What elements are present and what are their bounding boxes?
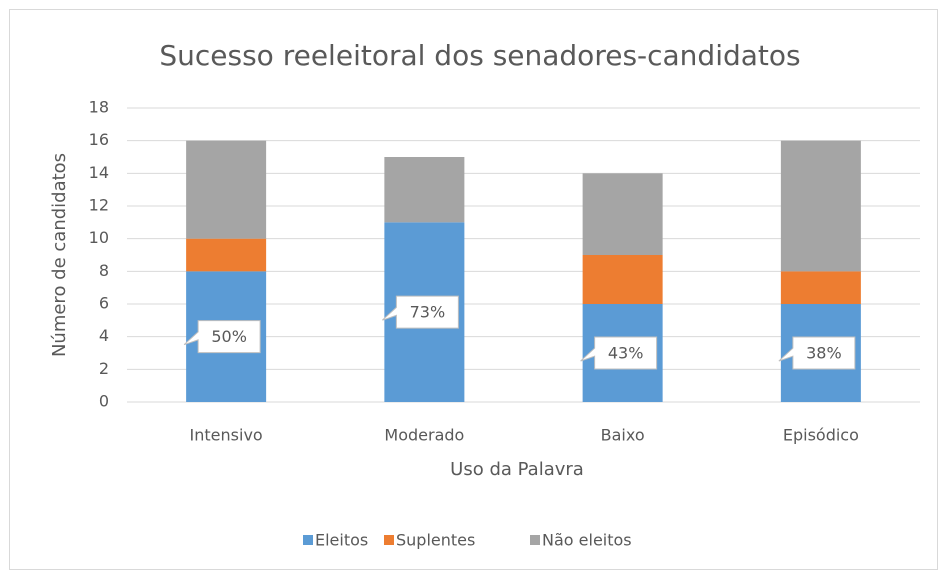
y-tick-label: 6 — [99, 294, 109, 313]
bar-segment — [780, 271, 861, 304]
x-tick-label: Episódico — [783, 426, 859, 445]
legend-label: Não eleitos — [542, 531, 632, 550]
callout-box — [183, 320, 261, 354]
data-label: 73% — [410, 303, 446, 322]
chart-title: Sucesso reeleitoral dos senadores-candid… — [159, 39, 800, 72]
y-axis-label: Número de candidatos — [49, 153, 70, 357]
x-tick-label: Baixo — [601, 426, 645, 445]
legend-label: Suplentes — [396, 531, 475, 550]
y-tick-label: 4 — [99, 326, 109, 345]
y-tick-label: 8 — [99, 261, 109, 280]
bar-segment — [186, 238, 267, 272]
y-tick-label: 0 — [99, 392, 109, 411]
bar-segment — [780, 140, 861, 272]
x-tick-label: Intensivo — [190, 426, 263, 445]
x-axis-label: Uso da Palavra — [450, 459, 584, 480]
y-tick-label: 2 — [99, 359, 109, 378]
data-label: 43% — [608, 344, 644, 363]
x-tick-label: Moderado — [384, 426, 464, 445]
callout-box — [778, 336, 856, 370]
data-label: 38% — [806, 344, 842, 363]
bar-segment — [384, 157, 465, 223]
callout-box — [580, 336, 658, 370]
y-tick-label: 18 — [89, 98, 109, 117]
bar-segment — [582, 173, 663, 255]
y-tick-label: 16 — [89, 130, 109, 149]
legend-swatch — [384, 535, 394, 545]
legend-swatch — [530, 535, 540, 545]
legend-swatch — [303, 535, 313, 545]
y-tick-label: 12 — [89, 196, 109, 215]
bar-segment — [186, 140, 267, 239]
data-label: 50% — [211, 327, 247, 346]
bar-segment — [582, 255, 663, 304]
y-tick-label: 10 — [89, 228, 109, 247]
legend-label: Eleitos — [315, 531, 368, 550]
callout-box — [382, 295, 459, 329]
y-tick-label: 14 — [89, 163, 109, 182]
